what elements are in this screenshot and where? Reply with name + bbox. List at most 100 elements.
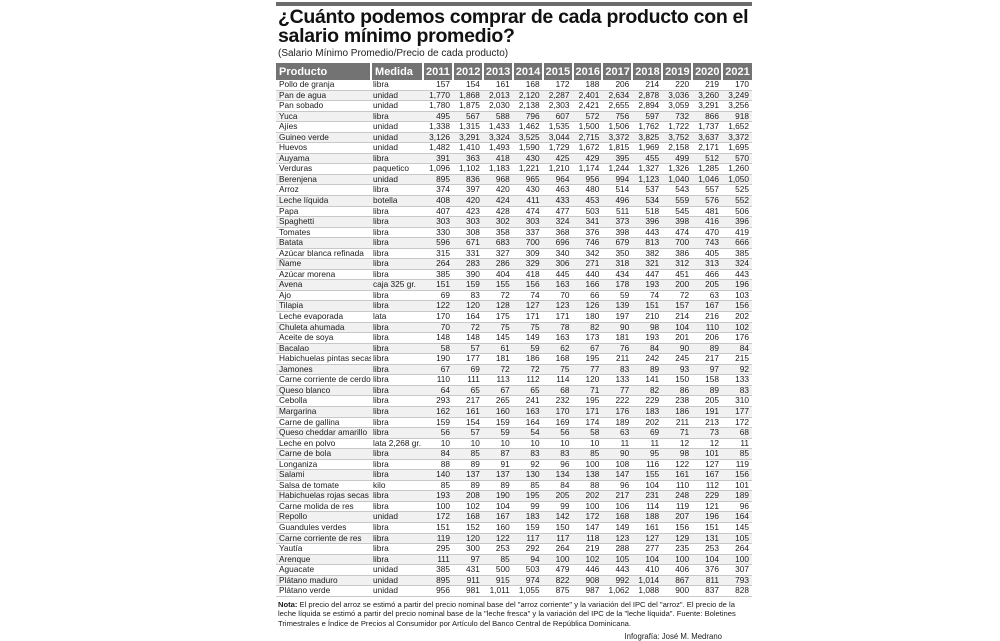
product-name: Carne de gallina — [276, 417, 372, 429]
header-year: 2021 — [721, 63, 752, 80]
value-cell: 126 — [572, 300, 603, 313]
value-cell: 96 — [721, 501, 752, 513]
table-row: Azúcar blanca refinada libra 315 331 327 309 3… — [276, 248, 752, 260]
unit-measure: libra — [371, 364, 424, 376]
value-cell: 324 — [542, 216, 573, 228]
unit-measure: libra — [371, 322, 424, 334]
value-cell: 111 — [452, 374, 483, 386]
table-row: Batata libra 596 671 683 700 696 746 679 813 700 74… — [276, 237, 752, 249]
value-cell: 1,815 — [602, 142, 633, 154]
value-cell: 302 — [482, 216, 513, 228]
value-cell: 1,535 — [542, 121, 573, 133]
value-cell: 3,059 — [662, 100, 693, 112]
unit-measure: libra — [371, 469, 424, 481]
product-name: Avena — [276, 279, 372, 291]
value-cell: 1,762 — [632, 121, 663, 133]
value-cell: 11 — [632, 438, 663, 450]
product-name: Batata — [276, 237, 372, 249]
unit-measure: libra — [371, 501, 424, 513]
value-cell: 866 — [692, 111, 722, 123]
value-cell: 1,210 — [542, 163, 573, 175]
value-cell: 264 — [423, 258, 453, 270]
value-cell: 71 — [662, 427, 693, 439]
value-cell: 671 — [452, 237, 483, 249]
value-cell: 69 — [632, 427, 663, 439]
header-unit: Medida — [371, 63, 425, 80]
infographic: ¿Cuánto podemos comprar de cada producto… — [276, 0, 752, 641]
value-cell: 455 — [632, 153, 663, 165]
value-cell: 408 — [423, 195, 453, 207]
unit-measure: libra — [371, 459, 424, 471]
value-cell: 206 — [692, 332, 722, 344]
unit-measure: libra — [371, 227, 424, 239]
value-cell: 82 — [572, 322, 603, 334]
product-name: Longaniza — [276, 459, 372, 471]
value-cell: 1,672 — [572, 142, 603, 154]
product-name: Spaghetti — [276, 216, 372, 228]
table-row: Guandules verdes libra 151 152 160 159 150 147 1… — [276, 522, 752, 534]
value-cell: 65 — [512, 385, 543, 397]
value-cell: 419 — [721, 227, 752, 239]
value-cell: 746 — [572, 237, 603, 249]
unit-measure: libra — [371, 184, 424, 196]
table-row: Tomates libra 330 308 358 337 368 376 398 443 474 4… — [276, 227, 752, 239]
value-cell: 176 — [721, 332, 752, 344]
value-cell: 142 — [542, 511, 573, 523]
header-year: 2018 — [632, 63, 664, 80]
value-cell: 85 — [452, 448, 483, 460]
value-cell: 210 — [632, 311, 663, 323]
unit-measure: libra — [371, 522, 424, 534]
unit-measure: lata 2,268 gr. — [371, 438, 424, 450]
value-cell: 128 — [482, 300, 513, 313]
value-cell: 162 — [423, 406, 453, 418]
value-cell: 295 — [423, 543, 453, 555]
product-name: Queso blanco — [276, 385, 372, 397]
value-cell: 1,338 — [423, 121, 453, 133]
value-cell: 512 — [692, 153, 722, 165]
value-cell: 3,256 — [721, 100, 752, 112]
value-cell: 151 — [423, 522, 453, 534]
value-cell: 756 — [602, 111, 633, 123]
value-cell: 463 — [542, 184, 573, 196]
value-cell: 350 — [602, 248, 633, 260]
value-cell: 229 — [692, 490, 722, 502]
unit-measure: libra — [371, 554, 424, 566]
value-cell: 300 — [452, 543, 483, 555]
product-name: Queso cheddar amarillo — [276, 427, 372, 439]
value-cell: 90 — [662, 343, 693, 355]
value-cell: 86 — [662, 385, 693, 397]
unit-measure: libra — [371, 374, 424, 386]
value-cell: 154 — [452, 80, 483, 91]
value-cell: 61 — [482, 343, 513, 355]
value-cell: 1,183 — [482, 163, 513, 175]
value-cell: 205 — [692, 279, 722, 291]
product-name: Huevos — [276, 142, 372, 154]
value-cell: 2,138 — [512, 100, 543, 112]
value-cell: 443 — [602, 564, 633, 576]
value-cell: 271 — [572, 258, 603, 270]
value-cell: 1,014 — [632, 575, 663, 587]
value-cell: 431 — [452, 564, 483, 576]
value-cell: 2,715 — [572, 132, 603, 144]
unit-measure: lata — [371, 311, 424, 323]
value-cell: 3,249 — [721, 90, 752, 102]
value-cell: 2,303 — [542, 100, 573, 112]
value-cell: 310 — [721, 395, 752, 407]
product-name: Carne molida de res — [276, 501, 372, 513]
table-row: Longaniza libra 88 89 91 92 96 100 108 116 122 127 1… — [276, 459, 752, 471]
value-cell: 104 — [632, 554, 663, 566]
value-cell: 73 — [692, 427, 722, 439]
value-cell: 150 — [542, 522, 573, 534]
value-cell: 506 — [721, 206, 752, 218]
value-cell: 122 — [482, 533, 513, 545]
product-name: Pollo de granja — [276, 80, 372, 91]
footnote-text: El precio del arroz se estimó a partir d… — [278, 599, 736, 628]
value-cell: 131 — [692, 533, 722, 545]
product-name: Pan de agua — [276, 90, 372, 102]
value-cell: 75 — [512, 322, 543, 334]
value-cell: 743 — [692, 237, 722, 249]
value-cell: 2,171 — [692, 142, 722, 154]
value-cell: 557 — [692, 184, 722, 196]
value-cell: 368 — [542, 227, 573, 239]
value-cell: 85 — [423, 480, 453, 492]
